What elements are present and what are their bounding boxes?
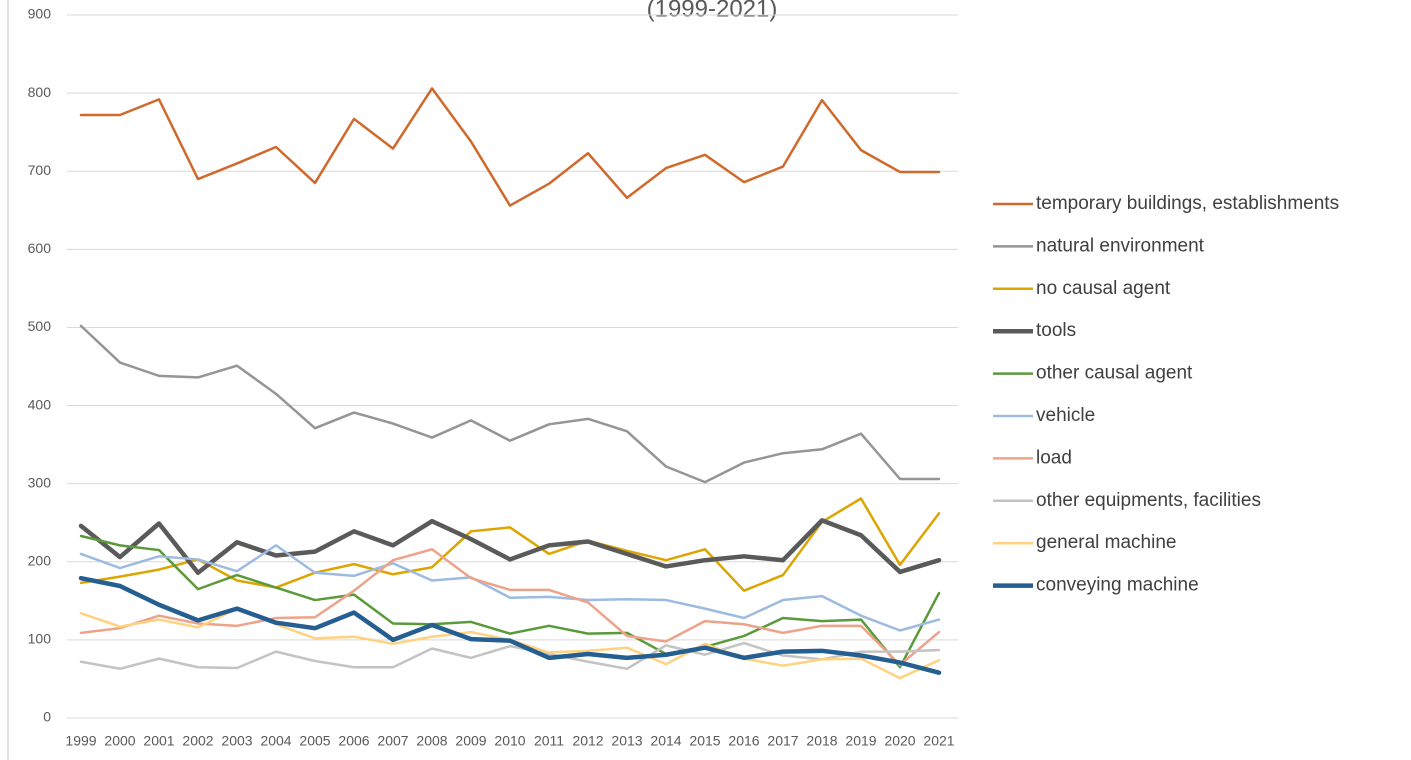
x-tick-label: 2000: [104, 733, 135, 749]
series-line: [79, 87, 941, 207]
y-tick-label: 0: [43, 709, 51, 725]
x-tick-label: 2018: [806, 733, 837, 749]
x-tick-label: 2001: [143, 733, 174, 749]
legend-label: tools: [1036, 320, 1076, 341]
y-tick-label: 400: [28, 396, 52, 412]
series-line: [79, 534, 941, 669]
y-tick-label: 200: [28, 552, 52, 568]
x-tick-label: 2013: [611, 733, 642, 749]
x-tick-label: 2010: [494, 733, 525, 749]
x-tick-label: 2015: [689, 733, 720, 749]
series-line: [79, 324, 941, 484]
series-line: [79, 544, 941, 632]
x-tick-label: 2006: [338, 733, 369, 749]
y-tick-label: 500: [28, 318, 52, 334]
series-line: [79, 497, 941, 592]
series-line: [79, 641, 941, 671]
legend-label: no causal agent: [1036, 278, 1171, 299]
y-tick-label: 900: [28, 6, 52, 22]
chart-title: (1999-2021): [647, 0, 778, 22]
x-tick-label: 2017: [767, 733, 798, 749]
x-tick-label: 2005: [299, 733, 330, 749]
x-tick-label: 2021: [923, 733, 954, 749]
x-tick-label: 2012: [572, 733, 603, 749]
x-tick-label: 2020: [884, 733, 915, 749]
x-tick-label: 2003: [221, 733, 252, 749]
series-line: [79, 548, 941, 667]
legend-label: load: [1036, 447, 1072, 468]
x-tick-label: 2019: [845, 733, 876, 749]
y-tick-label: 100: [28, 631, 52, 647]
legend-label: conveying machine: [1036, 575, 1199, 596]
y-tick-label: 300: [28, 474, 52, 490]
x-tick-label: 2014: [650, 733, 681, 749]
legend-label: natural environment: [1036, 235, 1205, 256]
x-tick-label: 2016: [728, 733, 759, 749]
legend-label: temporary buildings, establishments: [1036, 193, 1339, 214]
y-tick-label: 700: [28, 162, 52, 178]
x-tick-label: 1999: [65, 733, 96, 749]
x-tick-label: 2011: [534, 733, 564, 749]
series-line: [78, 575, 942, 675]
series-line: [78, 518, 942, 575]
x-tick-label: 2002: [182, 733, 213, 749]
x-tick-label: 2007: [377, 733, 408, 749]
legend-label: other causal agent: [1036, 363, 1193, 384]
x-tick-label: 2004: [260, 733, 291, 749]
x-tick-label: 2008: [416, 733, 447, 749]
x-tick-label: 2009: [455, 733, 486, 749]
legend-label: vehicle: [1036, 405, 1095, 426]
y-tick-label: 600: [28, 240, 52, 256]
legend-label: general machine: [1036, 532, 1176, 553]
y-tick-label: 800: [28, 84, 52, 100]
legend-label: other equipments, facilities: [1036, 490, 1261, 511]
